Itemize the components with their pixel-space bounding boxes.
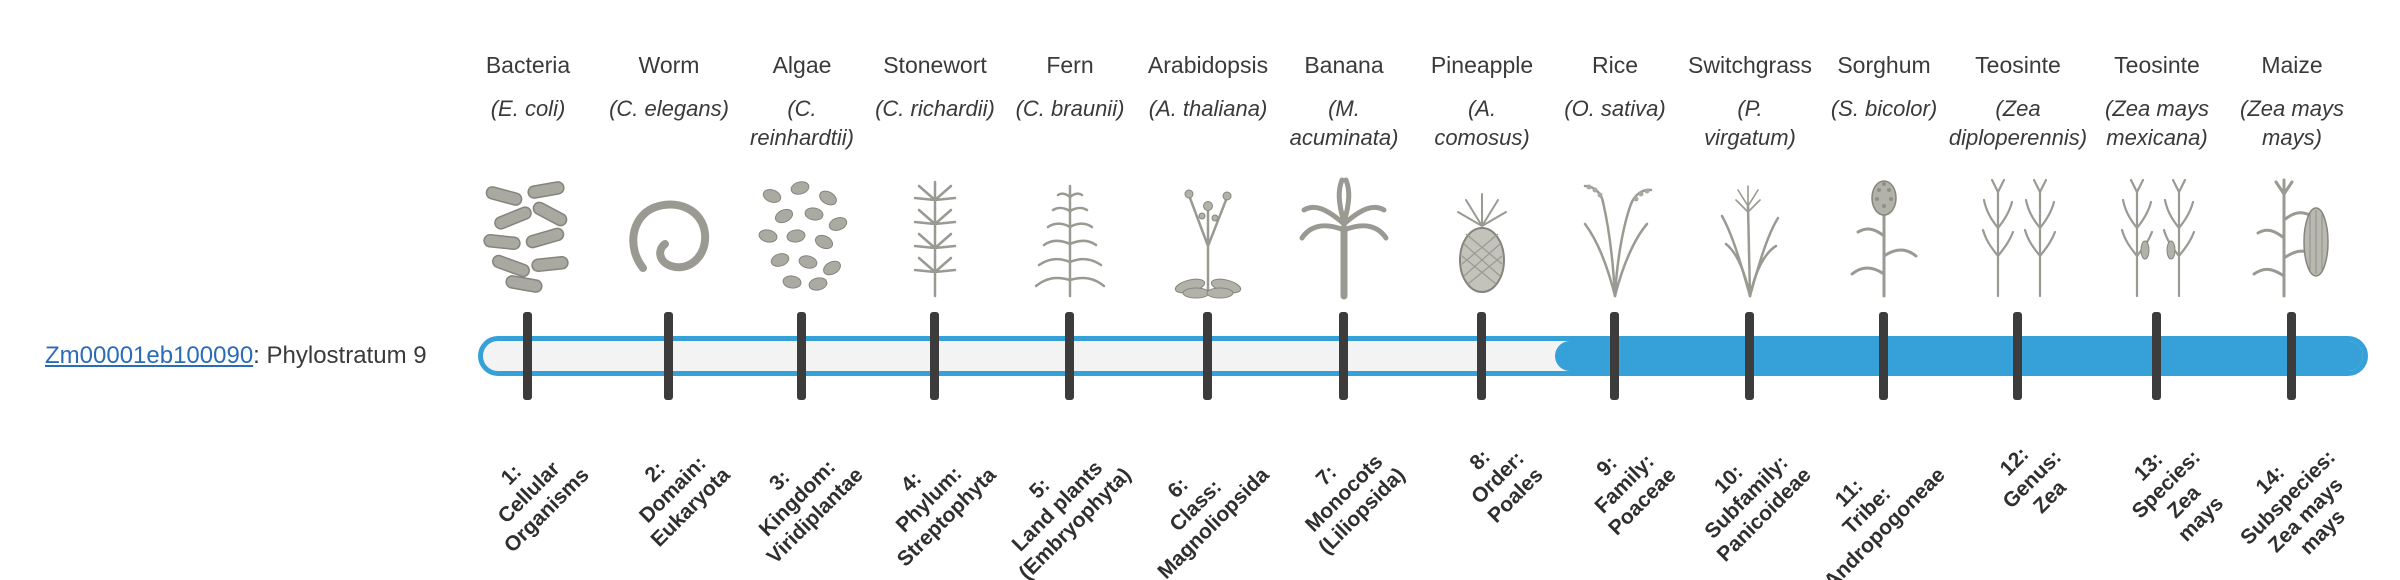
organism-name: Fern: [1046, 52, 1094, 78]
organism-name: Pineapple: [1430, 52, 1534, 78]
worm-icon: [617, 172, 721, 302]
tick-mark: [664, 312, 673, 400]
organism-name: Arabidopsis: [1147, 52, 1269, 78]
organism-scientific-name: (A. comosus): [1434, 96, 1530, 150]
stratum-label: 14: Subspecies: Zea mays mays: [2236, 445, 2351, 560]
tick-mark: [2152, 312, 2161, 400]
phylostrata-track-fill: [1555, 341, 2363, 371]
organism-scientific-name: (Zea diploperennis): [1948, 96, 2088, 150]
gene-label: Zm00001eb100090: Phylostratum 9: [45, 342, 427, 370]
stratum-label: 8: Order: Poales: [1465, 445, 1548, 528]
organism-scientific-name: (Zea mays mexicana): [2105, 96, 2209, 150]
stratum-label: 2: Domain: Eukaryota: [634, 451, 735, 552]
gene-phylostratum-text: : Phylostratum 9: [253, 342, 427, 369]
organism-name: Stonewort: [883, 52, 987, 78]
organism-name: Bacteria: [485, 52, 571, 78]
tick-mark: [797, 312, 806, 400]
organism-scientific-name: (A. thaliana): [1148, 96, 1268, 121]
stonewort-icon: [883, 172, 987, 302]
tick-mark: [1477, 312, 1486, 400]
gene-id-link[interactable]: Zm00001eb100090: [45, 342, 254, 369]
tick-mark: [1339, 312, 1348, 400]
organism-scientific-name: (M. acuminata): [1289, 96, 1399, 150]
organism-scientific-name: (C. richardii): [875, 96, 995, 121]
organism-name: Switchgrass: [1688, 52, 1812, 78]
stratum-label: 9: Family: Poaceae: [1590, 449, 1681, 540]
stratum-label: 11: Tribe: Andropogoneae: [1819, 463, 1950, 580]
organism-name: Maize: [2261, 52, 2323, 78]
organism-scientific-name: (S. bicolor): [1830, 96, 1938, 121]
organism-name: Algae: [772, 52, 832, 78]
organism-scientific-name: (E. coli): [490, 96, 566, 121]
switchgrass-icon: [1698, 172, 1802, 302]
organism-name: Rice: [1591, 52, 1638, 78]
stratum-label: 4: Phylum: Streptophyta: [891, 462, 1001, 571]
organism-name: Sorghum: [1837, 52, 1931, 78]
stratum-label: 12: Genus: Zea: [1995, 442, 2071, 518]
phylostrata-track: [478, 336, 2368, 376]
algae-icon: [750, 172, 854, 302]
stratum-label: 6: Class: Magnoliopsida: [1153, 463, 1274, 580]
stratum-label: 5: Land plants (Embryophyta): [1007, 456, 1136, 580]
tick-mark: [1879, 312, 1888, 400]
tick-mark: [1203, 312, 1212, 400]
organism-scientific-name: (C. braunii): [1015, 96, 1125, 121]
bacteria-icon: [476, 172, 580, 302]
maize-icon: [2240, 172, 2344, 302]
tick-mark: [2013, 312, 2022, 400]
banana-icon: [1292, 172, 1396, 302]
sorghum-icon: [1832, 172, 1936, 302]
organism-name: Banana: [1304, 52, 1384, 78]
organism-name: Worm: [638, 52, 700, 78]
organism-scientific-name: (Zea mays mays): [2240, 96, 2344, 150]
stratum-label: 1: Cellular Organisms: [493, 457, 594, 557]
tick-mark: [2287, 312, 2296, 400]
organism-scientific-name: (P. virgatum): [1704, 96, 1796, 150]
tick-mark: [1610, 312, 1619, 400]
tick-mark: [930, 312, 939, 400]
organism-name: Teosinte: [2114, 52, 2200, 78]
teosinte-diploperennis-icon: [1966, 172, 2070, 302]
organism-scientific-name: (O. sativa): [1564, 96, 1666, 121]
rice-icon: [1563, 172, 1667, 302]
organism-name: Teosinte: [1975, 52, 2061, 78]
tick-mark: [1745, 312, 1754, 400]
organism-scientific-name: (C. reinhardtii): [750, 96, 854, 150]
organism-scientific-name: (C. elegans): [609, 96, 729, 121]
fern-icon: [1018, 172, 1122, 302]
arabidopsis-icon: [1156, 172, 1260, 302]
stratum-label: 7: Monocots (Liliopsida): [1300, 450, 1410, 559]
tick-mark: [523, 312, 532, 400]
stratum-label: 13: Species: Zea mays: [2127, 445, 2229, 547]
stratum-label: 3: Kingdom: Viridiplantae: [754, 455, 868, 569]
tick-mark: [1065, 312, 1074, 400]
teosinte-mexicana-icon: [2105, 172, 2209, 302]
pineapple-icon: [1430, 172, 1534, 302]
